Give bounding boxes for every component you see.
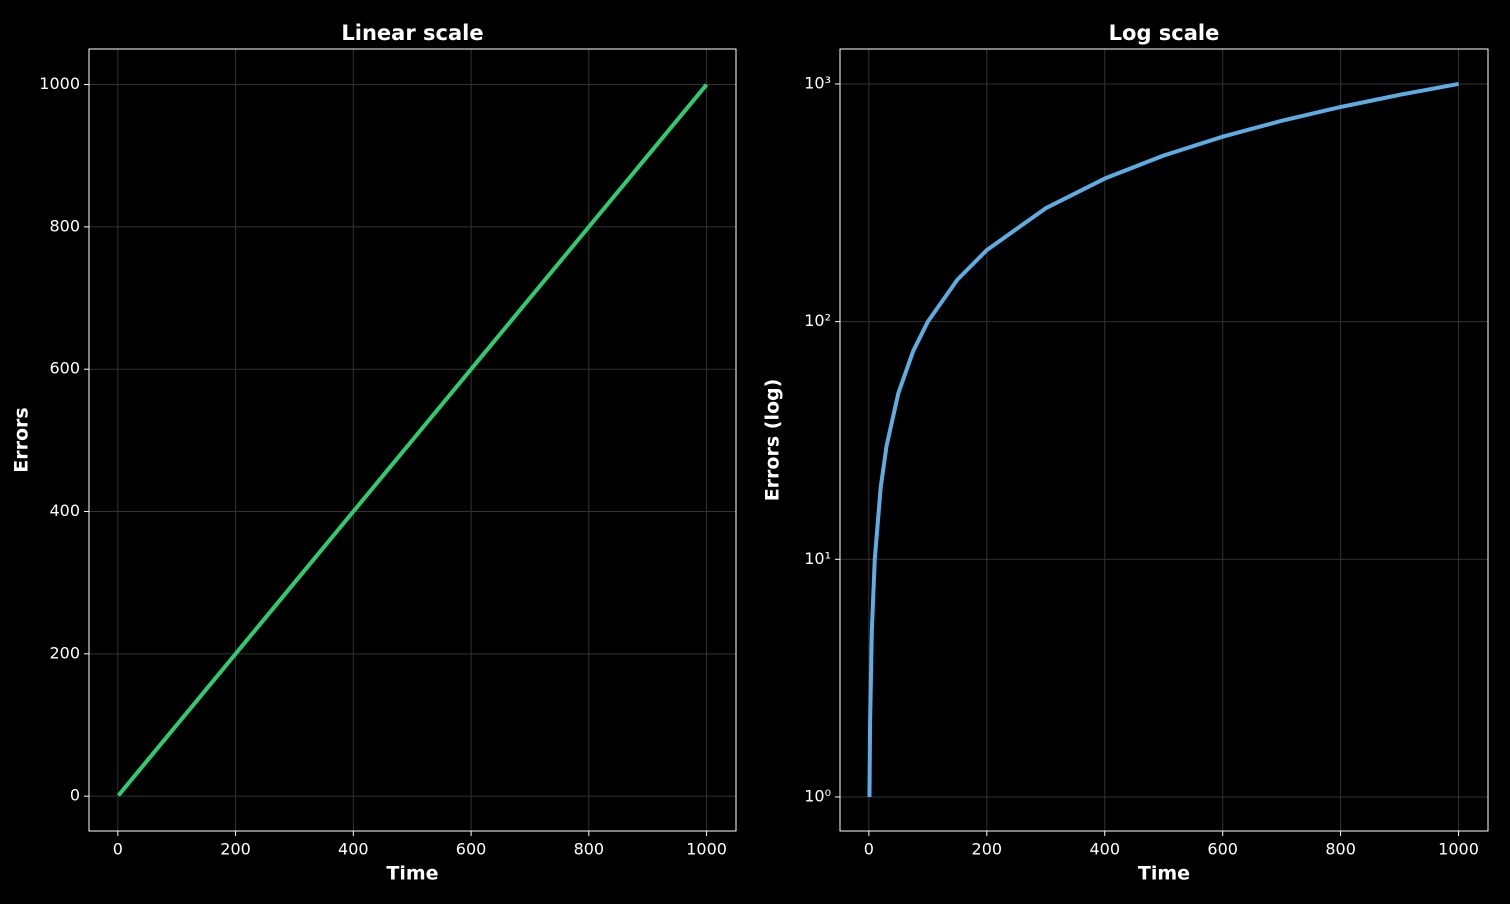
x-tick-label: 1000 bbox=[686, 840, 727, 859]
y-tick-label: 10³ bbox=[804, 73, 831, 92]
x-tick-label: 0 bbox=[864, 840, 874, 859]
x-tick-label: 200 bbox=[220, 840, 251, 859]
y-tick-label: 400 bbox=[49, 501, 80, 520]
x-axis-label: Time bbox=[386, 863, 438, 885]
x-tick-label: 800 bbox=[1325, 840, 1356, 859]
subplot: Linear scale Time Errors 0 200 400 600 800 1000 0… bbox=[11, 21, 737, 885]
title: Linear scale bbox=[341, 21, 483, 45]
x-axis-label: Time bbox=[1138, 863, 1190, 885]
y-tick-label: 600 bbox=[49, 359, 80, 378]
x-tick-label: 0 bbox=[113, 840, 123, 859]
y-tick-label: 10⁰ bbox=[804, 786, 831, 805]
title: Log scale bbox=[1109, 21, 1220, 45]
x-tick-label: 800 bbox=[574, 840, 605, 859]
y-axis-label: Errors (log) bbox=[762, 379, 784, 502]
x-tick-label: 200 bbox=[972, 840, 1003, 859]
y-axis-label: Errors bbox=[11, 407, 33, 472]
y-tick-label: 200 bbox=[49, 643, 80, 662]
y-tick-label: 0 bbox=[70, 786, 80, 805]
axes-frame bbox=[88, 48, 737, 832]
x-tick-label: 400 bbox=[338, 840, 369, 859]
y-tick-label: 10² bbox=[804, 311, 831, 330]
line bbox=[116, 83, 709, 797]
x-tick-label: 600 bbox=[1207, 840, 1238, 859]
y-tick-label: 800 bbox=[49, 216, 80, 235]
x-tick-label: 600 bbox=[456, 840, 487, 859]
subplot: Log scale Time Errors (log) 0 200 400 600 800 10… bbox=[762, 21, 1489, 885]
axes-frame bbox=[839, 48, 1489, 832]
x-tick-label: 1000 bbox=[1438, 840, 1479, 859]
y-tick-label: 1000 bbox=[39, 74, 80, 93]
x-tick-label: 400 bbox=[1089, 840, 1120, 859]
y-tick-label: 10¹ bbox=[804, 549, 831, 568]
line bbox=[867, 81, 1459, 797]
